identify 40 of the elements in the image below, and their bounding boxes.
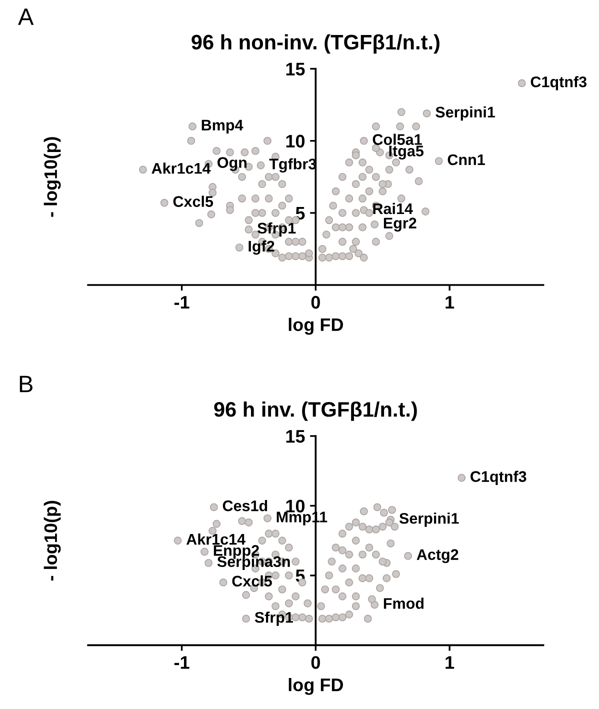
annotation: Ogn <box>218 157 246 172</box>
annotation: Col5a1 <box>372 134 422 145</box>
annotation: Itga5 <box>389 146 424 160</box>
text: B <box>20 376 32 392</box>
annotation: C1qtnf3 <box>530 76 587 90</box>
x-tick-label: 1 <box>446 296 454 309</box>
x-tick-label: 1 <box>446 656 454 669</box>
annotation: Sfrp1 <box>254 612 294 626</box>
annotation: Igf2 <box>248 240 274 255</box>
annotation: Fmod <box>384 598 424 609</box>
chart-title: 96 h non-inv. (TGFβ1/n.t.) <box>192 34 440 54</box>
annotation: Rai14 <box>373 202 413 214</box>
annotation: Cnn1 <box>448 154 485 166</box>
annotation: Cxcl5 <box>232 575 272 587</box>
annotation: Akr1c14 <box>186 533 246 545</box>
x-tick-label: 0 <box>311 296 320 309</box>
y-tick-label: 15 <box>286 430 305 443</box>
y-axis-title: - log10(p) <box>44 137 61 217</box>
annotation: Actg2 <box>416 549 458 564</box>
annotation: Sfrp1 <box>258 222 296 237</box>
y-tick-label: 10 <box>286 134 305 148</box>
x-axis-title: log FD <box>288 318 343 335</box>
x-tick-label: -1 <box>174 296 190 309</box>
x-axis-title: log FD <box>288 678 343 695</box>
y-axis-title: - log10(p) <box>44 500 61 581</box>
annotation: Egr2 <box>384 218 416 232</box>
annotation: Akr1c14 <box>152 162 211 174</box>
text: A <box>18 8 34 25</box>
annotation: C1qtnf3 <box>470 470 526 485</box>
y-tick-label: 15 <box>286 62 305 76</box>
annotation: Cxcl5 <box>173 196 214 207</box>
annotation: Tgfbr3 <box>269 158 316 173</box>
chart-title: 96 h inv. (TGFβ1/n.t.) <box>214 401 417 421</box>
y-tick-label: 10 <box>286 500 305 512</box>
annotation: Bmp4 <box>202 120 244 134</box>
annotation: Serpini1 <box>399 512 459 527</box>
annotation: Serpini1 <box>436 106 495 121</box>
annotation: Ces1d <box>222 500 268 512</box>
x-tick-label: 0 <box>311 656 320 669</box>
x-tick-label: -1 <box>174 656 190 669</box>
